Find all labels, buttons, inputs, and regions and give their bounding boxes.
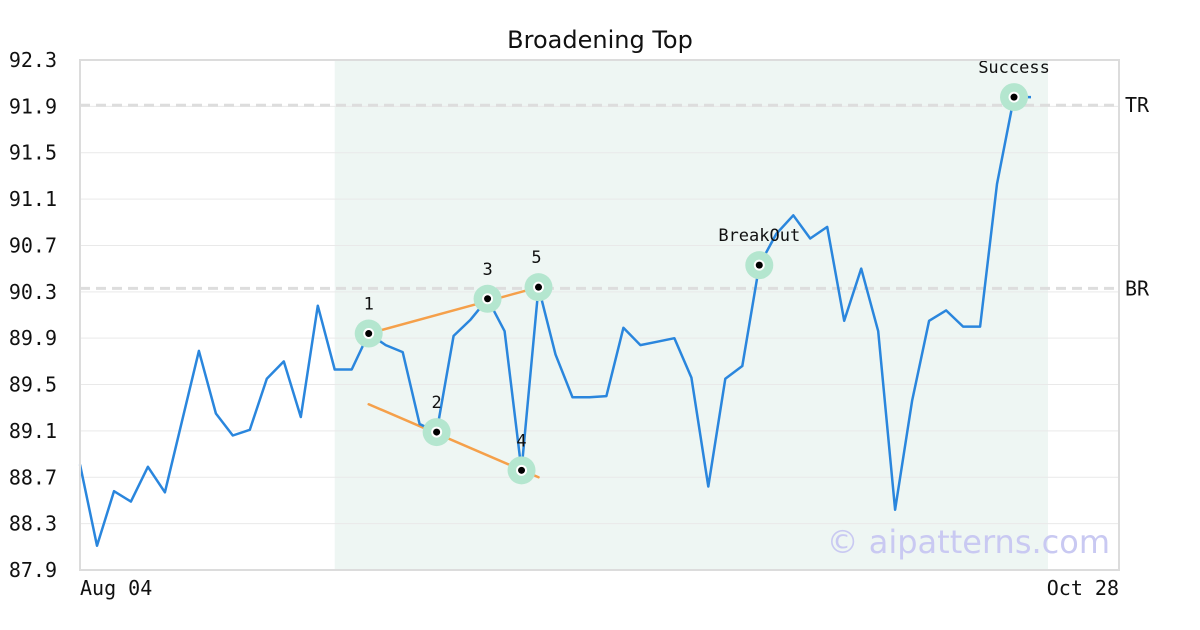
watermark: © aipatterns.com [827, 523, 1110, 561]
y-tick-label: 92.3 [9, 48, 57, 72]
pattern-zone [334, 60, 1048, 570]
y-tick-label: 91.9 [9, 94, 57, 118]
pattern-point-3: 3 [473, 260, 502, 313]
pattern-zone-band [334, 60, 1048, 570]
plot-frame [79, 59, 1120, 571]
pattern-point-4: 4 [507, 431, 536, 485]
point-label: BreakOut [718, 226, 800, 246]
pattern-point-5: 5 [524, 248, 553, 302]
marker-dot [755, 261, 763, 269]
marker-dot [365, 330, 373, 338]
level-label-tr: TR [1125, 93, 1150, 117]
marker-dot [535, 283, 543, 291]
point-label: 4 [516, 431, 526, 451]
pattern-point-success: Success [978, 58, 1050, 112]
y-tick-label: 89.1 [9, 419, 57, 443]
marker-dot [433, 428, 441, 436]
marker-dot [1010, 93, 1018, 101]
x-tick-start: Aug 04 [80, 576, 152, 600]
y-tick-label: 91.5 [9, 141, 57, 165]
marker-dot [518, 466, 526, 474]
y-tick-label: 89.9 [9, 326, 57, 350]
point-label: 2 [432, 393, 442, 413]
y-axis: 87.9 88.3 88.7 89.1 89.5 89.9 90.3 90.7 91.1 91.5… [9, 48, 57, 582]
level-label-br: BR [1125, 276, 1150, 300]
y-tick-label: 89.5 [9, 373, 57, 397]
point-label: Success [978, 58, 1050, 78]
pattern-point-1: 1 [354, 295, 383, 348]
pattern-points: 1 2 3 4 5 BreakOut Success [354, 58, 1050, 485]
level-lines: TR BR [80, 93, 1150, 300]
y-tick-label: 88.7 [9, 465, 57, 489]
y-tick-label: 90.7 [9, 233, 57, 257]
point-label: 3 [482, 260, 492, 280]
point-label: 1 [364, 295, 374, 315]
price-line [78, 95, 1031, 547]
trendline [367, 285, 540, 335]
y-tick-label: 88.3 [9, 512, 57, 536]
y-tick-label: 87.9 [9, 558, 57, 582]
pattern-point-2: 2 [422, 393, 451, 447]
y-tick-label: 91.1 [9, 187, 57, 211]
pattern-point-breakout: BreakOut [718, 226, 800, 280]
price-series [78, 95, 1031, 547]
marker-dot [484, 295, 492, 303]
point-label: 5 [531, 248, 541, 268]
x-tick-end: Oct 28 [1047, 576, 1119, 600]
chart-title: Broadening Top [507, 26, 693, 54]
y-tick-label: 90.3 [9, 280, 57, 304]
